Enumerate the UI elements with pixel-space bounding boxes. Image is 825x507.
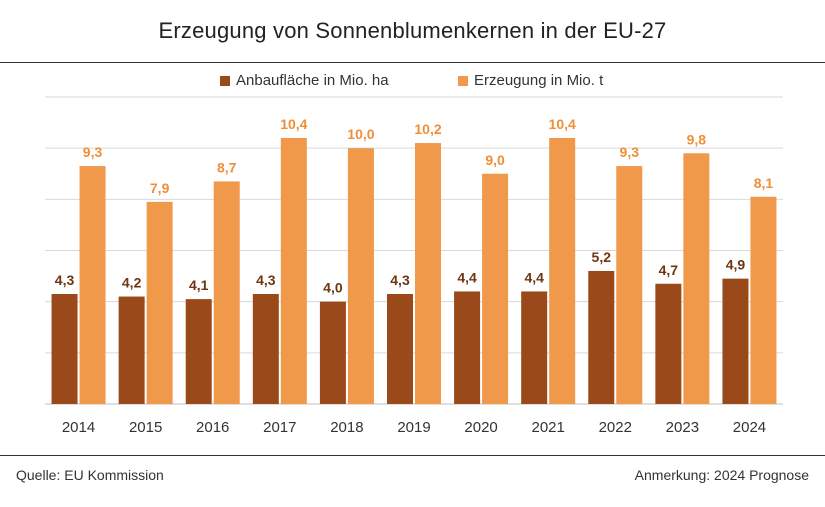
data-label-production: 10,0 <box>347 126 374 142</box>
data-label-production: 10,2 <box>414 121 441 137</box>
data-label-production: 8,7 <box>217 159 237 175</box>
x-tick-label: 2017 <box>263 419 296 436</box>
bar-production <box>482 173 509 404</box>
bottom-divider <box>0 455 825 456</box>
legend-label-production: Erzeugung in Mio. t <box>474 72 604 89</box>
bar-production <box>616 166 643 404</box>
x-tick-label: 2022 <box>599 419 632 436</box>
bar-area <box>319 301 346 404</box>
bar-area <box>252 293 279 404</box>
bar-area <box>387 293 413 404</box>
bar-production <box>347 148 374 404</box>
top-divider <box>0 62 825 63</box>
data-label-production: 10,4 <box>549 116 576 132</box>
x-tick-label: 2020 <box>464 419 497 436</box>
bar-production <box>146 201 173 404</box>
bar-production <box>79 166 106 404</box>
bar-area <box>655 283 682 404</box>
data-label-production: 9,3 <box>620 144 640 160</box>
data-label-area: 5,2 <box>592 249 612 265</box>
data-label-production: 9,8 <box>687 131 707 147</box>
x-tick-label: 2016 <box>196 419 229 436</box>
data-label-area: 4,4 <box>457 269 477 285</box>
data-label-area: 4,4 <box>524 269 544 285</box>
data-label-area: 4,7 <box>659 262 679 278</box>
legend-item-production: Erzeugung in Mio. t <box>458 72 603 89</box>
data-label-production: 9,3 <box>83 144 103 160</box>
data-label-area: 4,2 <box>122 275 142 291</box>
chart-title: Erzeugung von Sonnenblumenkernen in der … <box>158 18 667 43</box>
data-label-area: 4,3 <box>390 272 410 288</box>
data-label-production: 10,4 <box>280 116 307 132</box>
bar-production <box>683 153 710 404</box>
x-tick-label: 2019 <box>397 419 430 436</box>
x-tick-label: 2015 <box>129 419 162 436</box>
data-label-production: 7,9 <box>150 180 170 196</box>
x-tick-label: 2021 <box>531 419 564 436</box>
data-label-production: 9,0 <box>485 152 505 168</box>
bar-production <box>750 196 777 404</box>
bar-area <box>454 291 481 404</box>
legend-item-area: Anbaufläche in Mio. ha <box>220 72 389 89</box>
bar-area <box>588 270 615 404</box>
bar-production <box>415 143 441 405</box>
data-label-area: 4,9 <box>726 257 746 273</box>
legend-swatch-production <box>458 75 468 86</box>
source-note: Quelle: EU Kommission <box>16 467 164 483</box>
x-tick-label: 2023 <box>666 419 699 436</box>
legend-swatch-area <box>220 75 230 86</box>
x-tick-label: 2014 <box>62 419 95 436</box>
data-label-area: 4,3 <box>256 272 276 288</box>
data-label-area: 4,0 <box>323 280 343 296</box>
bar-area <box>185 299 212 404</box>
bar-area <box>722 278 749 404</box>
bar-production <box>280 137 307 404</box>
bar-area <box>51 293 78 404</box>
bar-area <box>118 296 145 404</box>
data-label-production: 8,1 <box>754 175 774 191</box>
x-tick-label: 2024 <box>733 419 766 436</box>
bar-production <box>213 181 240 404</box>
forecast-note: Anmerkung: 2024 Prognose <box>634 467 809 483</box>
x-tick-label: 2018 <box>330 419 363 436</box>
data-label-area: 4,3 <box>55 272 75 288</box>
bar-area <box>521 291 548 404</box>
legend-label-area: Anbaufläche in Mio. ha <box>236 72 389 89</box>
legend: Anbaufläche in Mio. ha Erzeugung in Mio.… <box>0 72 825 92</box>
data-label-area: 4,1 <box>189 277 209 293</box>
bar-production <box>549 137 576 404</box>
